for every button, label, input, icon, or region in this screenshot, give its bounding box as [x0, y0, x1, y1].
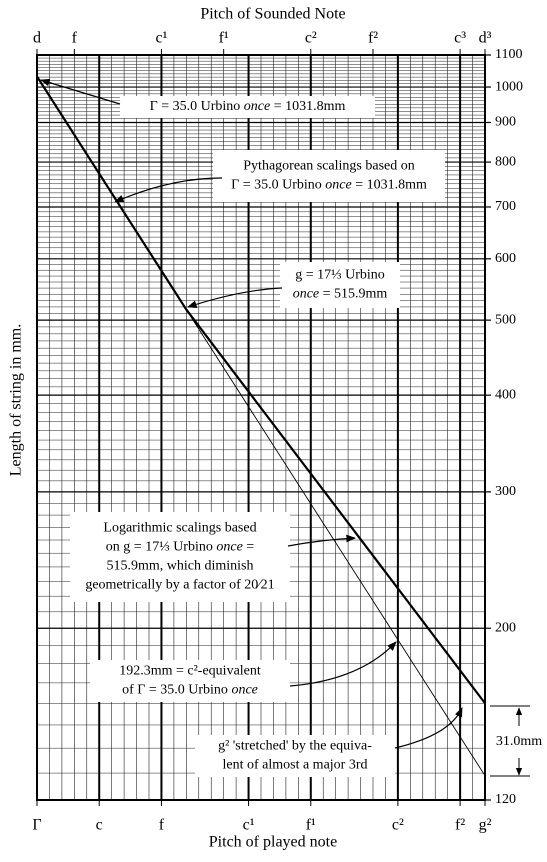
- annotation-span: =: [243, 540, 255, 555]
- annotation-span: 31.0mm: [496, 734, 542, 749]
- annotation-box: [120, 96, 375, 118]
- annotation-text: geometrically by a factor of 20⁄21: [85, 578, 274, 593]
- annotation-text: once = 515.9mm: [293, 287, 388, 302]
- y-tick-label: 800: [495, 154, 516, 169]
- plot-frame: [36, 54, 486, 801]
- y-axis-label: Length of string in mm.: [8, 324, 25, 476]
- y-tick-label: 400: [495, 387, 516, 402]
- x-tick-label: c¹: [243, 817, 255, 834]
- annotation-arrow: [114, 177, 223, 203]
- annotation-span: 192.3mm = c²-equivalent: [119, 664, 261, 679]
- annotation-span: Γ = 35.0 Urbino: [231, 178, 325, 193]
- annotation-span: = 515.9mm: [319, 287, 387, 302]
- annotation-box: [195, 735, 395, 777]
- annotation-text: g = 17⅓ Urbino: [295, 268, 385, 283]
- x2-tick-label: f²: [368, 30, 378, 47]
- x-tick-label: g²: [479, 817, 492, 834]
- annotation-span: Γ = 35.0 Urbino: [150, 99, 244, 114]
- annotation-arrow: [187, 287, 283, 308]
- annotation-text: Γ = 35.0 Urbino once = 1031.8mm: [150, 99, 346, 114]
- annotation-span: g² 'stretched' by the equiva-: [218, 739, 372, 754]
- annotation: Γ = 35.0 Urbino once = 1031.8mm: [40, 78, 375, 118]
- y-tick-label: 1000: [495, 79, 523, 94]
- annotation-span: Pythagorean scalings based on: [243, 159, 414, 174]
- x-tick-label: c²: [392, 817, 404, 834]
- x-tick-label: f¹: [306, 817, 316, 834]
- annotation-span: = 1031.8mm: [352, 178, 427, 193]
- annotation-span: once: [293, 287, 319, 302]
- y-tick-label: 900: [495, 115, 516, 130]
- annotation-text: 31.0mm: [496, 734, 542, 749]
- annotation-text: lent of almost a major 3rd: [222, 758, 367, 773]
- annotation-span: = 1031.8mm: [270, 99, 345, 114]
- annotation: g² 'stretched' by the equiva-lent of alm…: [195, 707, 463, 777]
- annotation-span: 515.9mm, which diminish: [107, 559, 254, 574]
- annotation-text: 515.9mm, which diminish: [107, 559, 254, 574]
- y-tick-label: 300: [495, 484, 516, 499]
- y-tick-label: 700: [495, 199, 516, 214]
- annotation-arrow: [40, 78, 121, 105]
- x-tick-label: c: [96, 817, 103, 834]
- annotation: 31.0mm: [496, 734, 542, 749]
- x2-tick-label: c³: [454, 30, 466, 47]
- x2-tick-label: f¹: [219, 30, 229, 47]
- annotation-text: on g = 17⅓ Urbino once =: [106, 540, 255, 555]
- annotation-span: g = 17⅓ Urbino: [295, 268, 385, 283]
- y-tick-label: 500: [495, 312, 516, 327]
- annotation-text: Logarithmic scalings based: [103, 521, 256, 536]
- data-line: [185, 309, 486, 776]
- annotation-text: 192.3mm = c²-equivalent: [119, 664, 261, 679]
- annotation-box: [90, 660, 290, 702]
- annotation: g = 17⅓ Urbino once = 515.9mm: [187, 262, 400, 308]
- annotation-span: of Γ = 35.0 Urbino: [122, 683, 231, 698]
- annotation-text: g² 'stretched' by the equiva-: [218, 739, 372, 754]
- x-axis-label: Pitch of played note: [209, 834, 337, 851]
- y-tick-label: 200: [495, 620, 516, 635]
- x2-tick-label: c¹: [155, 30, 167, 47]
- annotation-text: of Γ = 35.0 Urbino once: [122, 683, 258, 698]
- annotation-span: once: [231, 683, 257, 698]
- x2-tick-label: c²: [305, 30, 317, 47]
- x-tick-label: Γ: [32, 817, 41, 834]
- x2-tick-label: f: [72, 30, 78, 47]
- x2-tick-label: d: [33, 30, 41, 47]
- annotation-span: once: [325, 178, 351, 193]
- annotation: Pythagorean scalings based on Γ = 35.0 Ur…: [114, 150, 445, 203]
- annotation-span: once: [216, 540, 242, 555]
- annotation-arrow: [287, 534, 356, 547]
- annotation-arrow: [394, 707, 463, 749]
- annotation: 192.3mm = c²-equivalent of Γ = 35.0 Urbin…: [90, 641, 397, 702]
- x2-tick-label: d³: [479, 30, 492, 47]
- annotation-box: [70, 512, 290, 602]
- y-tick-label: 120: [495, 792, 516, 807]
- annotation-span: on g = 17⅓ Urbino: [106, 540, 217, 555]
- annotation-text: Pythagorean scalings based on: [243, 159, 414, 174]
- annotation-box: [280, 262, 400, 308]
- x-tick-label: f²: [455, 817, 465, 834]
- annotation-span: geometrically by a factor of 20⁄21: [85, 578, 274, 593]
- y-tick-label: 600: [495, 251, 516, 266]
- annotation: Logarithmic scalings based on g = 17⅓ Urb…: [70, 512, 356, 602]
- annotation-box: [213, 150, 445, 202]
- annotation-span: lent of almost a major 3rd: [222, 758, 367, 773]
- annotation-arrow: [289, 641, 397, 687]
- y-tick-label: 1100: [495, 47, 522, 62]
- annotation-span: once: [244, 99, 270, 114]
- chart-title: Pitch of Sounded Note: [200, 6, 345, 23]
- annotation-text: Γ = 35.0 Urbino once = 1031.8mm: [231, 178, 427, 193]
- x-tick-label: f: [159, 817, 165, 834]
- annotation-span: Logarithmic scalings based: [103, 521, 256, 536]
